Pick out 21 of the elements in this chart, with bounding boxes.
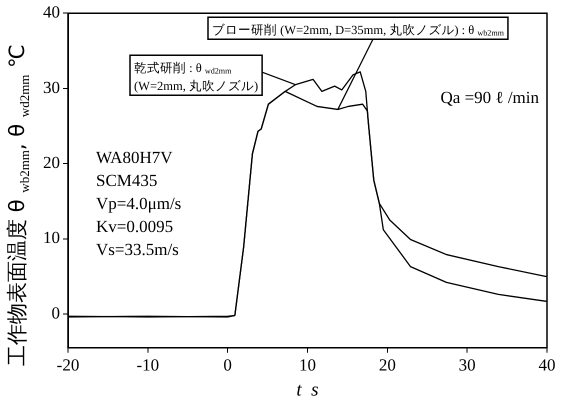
text: ブロー研削 (W=2mm, D=35mm, 丸吹ノズル) : θ wb2mm [212,23,505,38]
y-tick-label: 40 [43,2,60,22]
annotation: Vs=33.5m/s [96,240,179,260]
annotation: WA80H7V [96,148,174,168]
x-axis-title: t s [296,380,319,401]
x-tick-label: -20 [56,355,80,374]
x-tick-label: 30 [458,355,476,374]
annotation: Qa =90 ℓ /min [440,88,540,108]
y-tick-label: 0 [52,303,60,322]
annotation: Vp=4.0μm/s [96,194,182,214]
annotation: SCM435 [96,171,158,190]
x-tick-label: 10 [299,355,316,374]
x-tick-label: 20 [378,355,396,374]
x-tick-label: -10 [136,355,160,374]
annotation: Kv=0.0095 [96,217,174,236]
x-tick-label: 40 [538,355,556,374]
legend-label: 乾式研削 : θ wd2mm (W=2mm, 丸吹ノズル) [134,61,258,94]
y-tick-label: 20 [43,153,60,172]
y-tick-label: 30 [43,78,60,97]
y-tick-label: 10 [43,228,60,248]
x-tick-label: 0 [223,355,232,374]
